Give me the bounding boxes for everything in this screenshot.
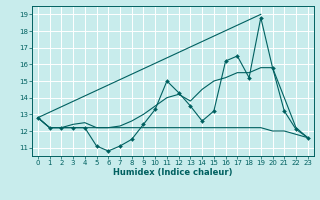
X-axis label: Humidex (Indice chaleur): Humidex (Indice chaleur) <box>113 168 233 177</box>
